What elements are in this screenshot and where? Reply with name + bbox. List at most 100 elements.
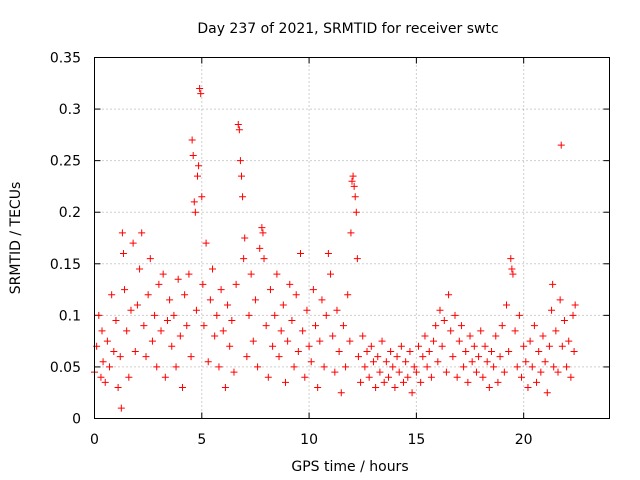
data-point bbox=[213, 311, 221, 319]
data-point bbox=[183, 322, 191, 330]
data-point bbox=[479, 373, 487, 381]
data-point bbox=[316, 337, 324, 345]
data-point bbox=[395, 368, 403, 376]
data-point bbox=[254, 363, 262, 371]
data-point bbox=[365, 373, 373, 381]
data-point bbox=[256, 244, 264, 252]
data-point bbox=[320, 363, 328, 371]
data-point bbox=[329, 332, 337, 340]
data-point bbox=[445, 291, 453, 299]
data-point bbox=[191, 208, 199, 216]
data-point bbox=[464, 378, 472, 386]
data-point bbox=[353, 255, 361, 263]
y-tick-label: 0 bbox=[72, 412, 81, 428]
plot-frame bbox=[94, 57, 610, 419]
data-point bbox=[299, 327, 307, 335]
data-point bbox=[163, 317, 171, 325]
data-point bbox=[195, 162, 203, 170]
data-point bbox=[472, 368, 480, 376]
data-point bbox=[239, 193, 247, 201]
data-point bbox=[284, 337, 292, 345]
x-tick-label: 5 bbox=[197, 432, 206, 448]
gridlines bbox=[94, 57, 610, 419]
data-point bbox=[259, 229, 267, 237]
data-point bbox=[136, 265, 144, 273]
data-point bbox=[415, 342, 423, 350]
data-point bbox=[331, 368, 339, 376]
data-point bbox=[178, 384, 186, 392]
data-point bbox=[151, 311, 159, 319]
data-point bbox=[530, 322, 538, 330]
y-tick-label: 0.05 bbox=[50, 360, 81, 376]
data-point bbox=[144, 291, 152, 299]
data-point bbox=[174, 275, 182, 283]
data-point bbox=[447, 327, 455, 335]
data-point bbox=[483, 358, 491, 366]
x-tick-label: 15 bbox=[407, 432, 425, 448]
data-point bbox=[224, 301, 232, 309]
data-point bbox=[240, 255, 248, 263]
data-point bbox=[161, 373, 169, 381]
data-point bbox=[133, 301, 141, 309]
data-point bbox=[117, 404, 125, 412]
data-point bbox=[522, 358, 530, 366]
data-point bbox=[357, 378, 365, 386]
data-point bbox=[427, 373, 435, 381]
data-point bbox=[245, 311, 253, 319]
data-point bbox=[140, 322, 148, 330]
data-point bbox=[303, 306, 311, 314]
data-point bbox=[406, 347, 414, 355]
data-point bbox=[352, 208, 360, 216]
x-tick-label: 20 bbox=[515, 432, 533, 448]
data-point bbox=[393, 353, 401, 361]
data-point bbox=[159, 270, 167, 278]
data-point bbox=[166, 296, 174, 304]
data-point bbox=[410, 363, 418, 371]
data-point bbox=[552, 327, 560, 335]
y-tick-label: 0.3 bbox=[59, 102, 81, 118]
data-point bbox=[412, 368, 420, 376]
data-point bbox=[344, 291, 352, 299]
data-point bbox=[176, 332, 184, 340]
data-point bbox=[372, 384, 380, 392]
data-point bbox=[567, 373, 575, 381]
data-point bbox=[138, 229, 146, 237]
data-point bbox=[384, 373, 392, 381]
data-point bbox=[232, 280, 240, 288]
data-point bbox=[189, 151, 197, 159]
data-point bbox=[197, 90, 205, 98]
x-axis-label: GPS time / hours bbox=[291, 459, 408, 475]
data-point bbox=[509, 270, 517, 278]
data-point bbox=[187, 353, 195, 361]
data-point bbox=[496, 353, 504, 361]
data-point bbox=[524, 384, 532, 392]
data-point bbox=[440, 317, 448, 325]
data-point bbox=[309, 286, 317, 294]
data-point bbox=[148, 337, 156, 345]
data-point bbox=[243, 353, 251, 361]
data-point bbox=[477, 327, 485, 335]
data-point bbox=[363, 347, 371, 355]
data-point bbox=[425, 347, 433, 355]
data-point bbox=[241, 234, 249, 242]
data-point bbox=[554, 368, 562, 376]
data-point bbox=[170, 311, 178, 319]
data-point bbox=[314, 384, 322, 392]
data-point bbox=[408, 389, 416, 397]
data-point bbox=[209, 265, 217, 273]
data-point bbox=[99, 358, 107, 366]
data-point bbox=[503, 301, 510, 309]
data-point bbox=[367, 342, 375, 350]
data-point bbox=[557, 141, 565, 149]
data-point bbox=[228, 317, 236, 325]
data-point bbox=[361, 363, 369, 371]
data-point bbox=[404, 373, 412, 381]
data-point bbox=[119, 249, 127, 257]
data-point bbox=[434, 358, 442, 366]
data-point bbox=[500, 368, 508, 376]
data-point bbox=[131, 347, 139, 355]
data-point bbox=[168, 342, 176, 350]
data-point bbox=[526, 337, 534, 345]
data-point bbox=[485, 384, 493, 392]
